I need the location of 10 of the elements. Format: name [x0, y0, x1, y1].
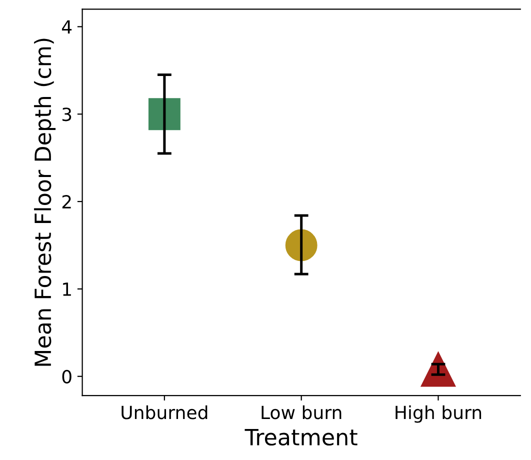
x-axis-title: Treatment	[244, 429, 358, 446]
y-tick-label: 2	[62, 194, 71, 208]
y-tick-label: 3	[62, 108, 72, 122]
y-tick-label: 4	[62, 20, 72, 34]
x-tick-label: High burn	[396, 405, 482, 423]
y-tick-label: 0	[62, 370, 72, 384]
y-tick-label: 1	[63, 282, 71, 296]
x-tick-label: Low burn	[262, 405, 342, 420]
y-axis-title: Mean Forest Floor Depth (cm)	[34, 38, 56, 366]
x-tick-label: Unburned	[122, 405, 208, 420]
